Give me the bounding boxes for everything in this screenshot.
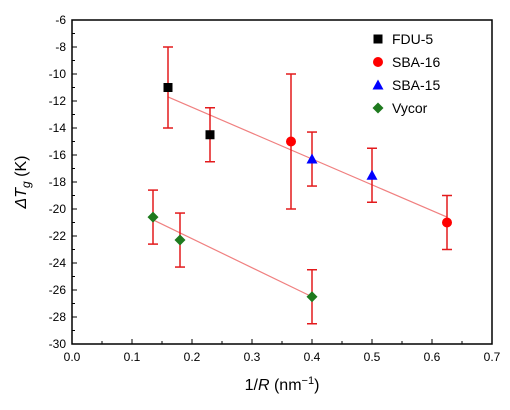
x-tick-label: 0.1 bbox=[124, 350, 141, 364]
legend-label: Vycor bbox=[392, 100, 428, 116]
fit-line bbox=[167, 96, 448, 218]
data-point-diamond bbox=[147, 211, 159, 223]
legend-marker-circle bbox=[373, 57, 383, 67]
fit-lines bbox=[152, 96, 448, 298]
data-point-diamond bbox=[306, 291, 318, 303]
x-tick-label: 0.3 bbox=[244, 350, 261, 364]
x-tick-label: 0.4 bbox=[304, 350, 321, 364]
y-tick-label: -10 bbox=[49, 67, 67, 81]
y-tick-label: -6 bbox=[55, 13, 66, 27]
y-tick-label: -20 bbox=[49, 202, 67, 216]
x-tick-label: 0.5 bbox=[364, 350, 381, 364]
x-tick-label: 0.2 bbox=[184, 350, 201, 364]
data-point-square bbox=[205, 130, 215, 140]
y-tick-label: -8 bbox=[55, 40, 66, 54]
legend-label: FDU-5 bbox=[392, 31, 433, 47]
y-tick-label: -26 bbox=[49, 283, 67, 297]
data-markers bbox=[147, 83, 452, 303]
data-point-diamond bbox=[174, 234, 186, 246]
data-point-square bbox=[163, 83, 173, 92]
legend: FDU-5 SBA-16 SBA-15 Vycor bbox=[372, 31, 440, 116]
legend-label: SBA-16 bbox=[392, 54, 440, 70]
legend-marker-square bbox=[373, 34, 383, 44]
x-axis-label: 1/R (nm−1) bbox=[245, 375, 320, 394]
legend-marker-triangle bbox=[372, 79, 384, 90]
data-point-triangle bbox=[306, 153, 318, 164]
fit-line bbox=[152, 219, 313, 298]
y-tick-label: -14 bbox=[49, 121, 67, 135]
y-tick-label: -18 bbox=[49, 175, 67, 189]
data-point-circle bbox=[442, 217, 452, 228]
y-tick-label: -24 bbox=[49, 256, 67, 270]
legend-label: SBA-15 bbox=[392, 77, 440, 93]
y-tick-label: -22 bbox=[49, 229, 67, 243]
x-tick-label: 0.0 bbox=[64, 350, 81, 364]
data-point-circle bbox=[286, 136, 296, 147]
x-tick-label: 0.7 bbox=[484, 350, 501, 364]
y-tick-label: -30 bbox=[49, 337, 67, 351]
x-tick-label: 0.6 bbox=[424, 350, 441, 364]
y-axis-label: ΔTg (K) bbox=[13, 156, 33, 210]
legend-marker-diamond bbox=[372, 102, 384, 114]
data-point-triangle bbox=[366, 169, 378, 180]
y-tick-label: -12 bbox=[49, 94, 67, 108]
axes: 0.0 0.1 0.2 0.3 0.4 0.5 0.6 0.7 -30 -28 -26 -24 -22 -… bbox=[49, 13, 501, 364]
y-tick-label: -28 bbox=[49, 310, 67, 324]
y-tick-label: -16 bbox=[49, 148, 67, 162]
